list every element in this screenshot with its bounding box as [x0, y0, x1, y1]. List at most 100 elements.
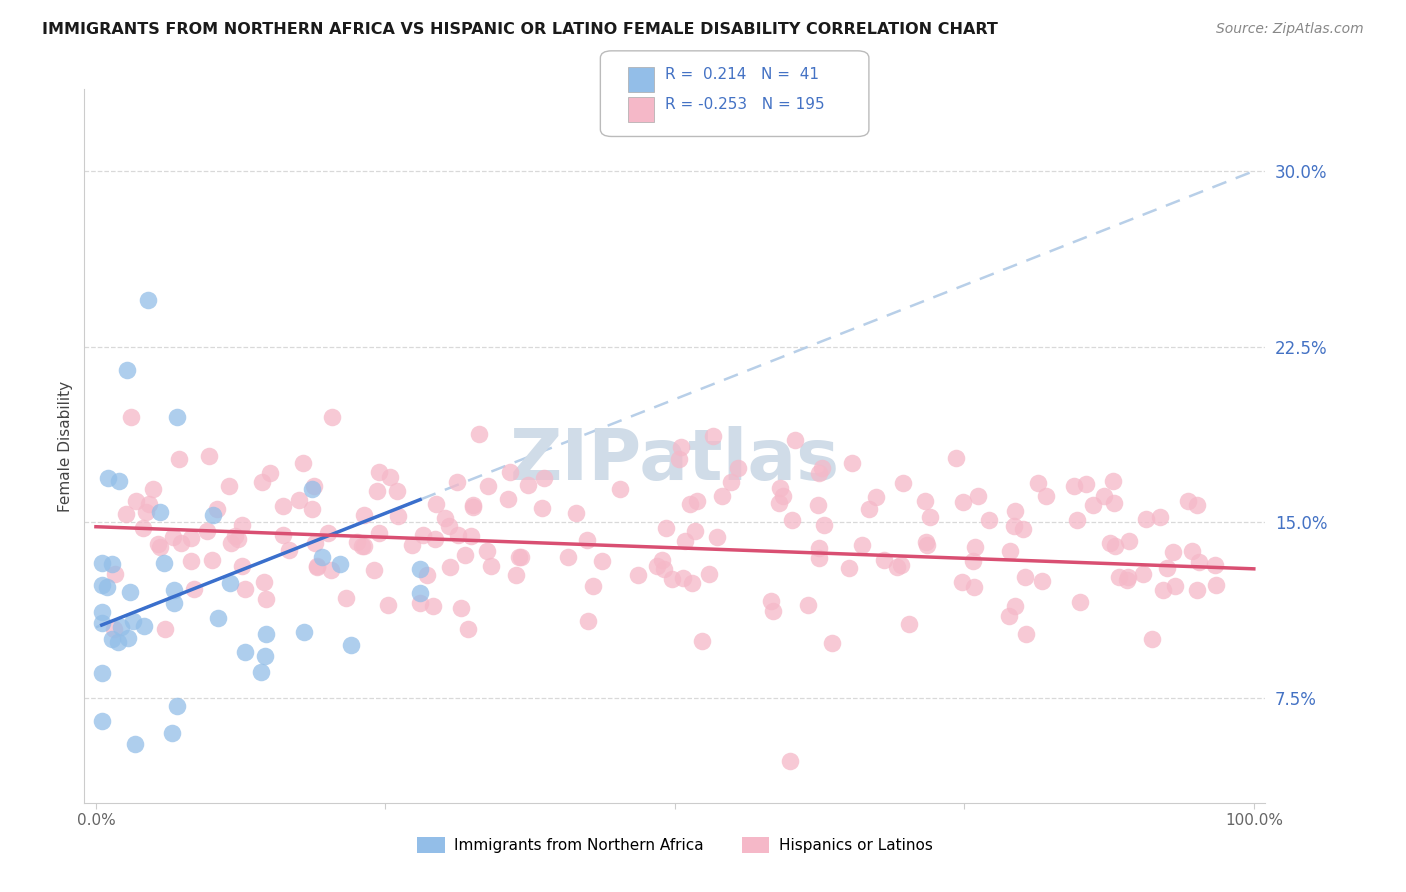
Point — [202, 508, 225, 522]
Point — [250, 665, 273, 680]
Point — [163, 582, 186, 597]
Point — [422, 599, 444, 613]
Point — [914, 494, 936, 508]
Point — [475, 543, 498, 558]
Point — [167, 452, 190, 467]
Point — [253, 648, 276, 663]
Point — [1066, 513, 1088, 527]
Point — [780, 513, 803, 527]
Point — [1004, 599, 1026, 614]
Point — [807, 467, 830, 481]
Point — [409, 586, 432, 600]
Point — [865, 490, 887, 504]
Point — [1063, 478, 1085, 492]
Point — [1092, 489, 1115, 503]
Point — [163, 597, 186, 611]
Point — [305, 559, 328, 574]
Point — [962, 554, 984, 568]
Point — [461, 500, 484, 514]
Point — [1188, 555, 1211, 569]
Point — [1104, 539, 1126, 553]
Point — [468, 426, 491, 441]
Point — [301, 502, 323, 516]
Point — [783, 433, 806, 447]
Point — [1181, 544, 1204, 558]
Point — [231, 517, 253, 532]
Point — [101, 632, 124, 647]
Point — [149, 540, 172, 554]
Point — [207, 611, 229, 625]
Point — [321, 410, 343, 425]
Point — [1014, 569, 1036, 583]
Point — [1156, 561, 1178, 575]
Point — [90, 557, 112, 571]
Point — [434, 511, 457, 525]
Point — [135, 505, 157, 519]
Point — [120, 584, 142, 599]
Point — [195, 524, 218, 539]
Point — [288, 492, 311, 507]
Point — [821, 636, 844, 650]
Point — [457, 622, 479, 636]
Point — [1076, 476, 1098, 491]
Point — [439, 559, 461, 574]
Point — [499, 466, 522, 480]
Point — [1152, 583, 1174, 598]
Point — [891, 476, 914, 491]
Point — [915, 534, 938, 549]
Point — [813, 517, 835, 532]
Point — [254, 627, 277, 641]
Point — [697, 567, 720, 582]
Point — [1149, 509, 1171, 524]
Point — [582, 579, 605, 593]
Point — [557, 549, 579, 564]
Point — [122, 615, 145, 629]
Point — [727, 460, 749, 475]
Text: R = -0.253   N = 195: R = -0.253 N = 195 — [665, 97, 825, 112]
Point — [1135, 512, 1157, 526]
Point — [769, 482, 792, 496]
Point — [807, 541, 830, 555]
Point — [672, 571, 695, 585]
Point — [655, 521, 678, 535]
Point — [668, 452, 690, 467]
Legend: Immigrants from Northern Africa, Hispanics or Latinos: Immigrants from Northern Africa, Hispani… — [412, 831, 939, 859]
Point — [505, 567, 527, 582]
Point — [90, 615, 112, 630]
Point — [446, 527, 468, 541]
Point — [762, 604, 785, 618]
Point — [768, 496, 790, 510]
Point — [446, 475, 468, 489]
Point — [254, 592, 277, 607]
Point — [692, 633, 714, 648]
Point — [368, 465, 391, 479]
Point — [231, 559, 253, 574]
Point — [259, 466, 281, 480]
Point — [90, 605, 112, 619]
Point — [353, 539, 375, 553]
Point — [409, 562, 432, 576]
Point — [90, 714, 112, 728]
Point — [183, 582, 205, 596]
Point — [218, 479, 240, 493]
Point — [350, 539, 373, 553]
Point — [277, 543, 299, 558]
Point — [319, 564, 342, 578]
Point — [292, 456, 315, 470]
Point — [706, 530, 728, 544]
Point — [115, 363, 138, 377]
Point — [250, 475, 273, 489]
Point — [271, 528, 294, 542]
Point — [329, 558, 352, 572]
Point — [110, 620, 132, 634]
Point — [339, 638, 361, 652]
Point — [166, 698, 188, 713]
Point — [201, 552, 224, 566]
Point — [517, 477, 540, 491]
Point — [103, 622, 125, 636]
Point — [477, 479, 499, 493]
Point — [387, 484, 409, 499]
Point — [412, 527, 434, 541]
Point — [1164, 579, 1187, 593]
Point — [104, 567, 127, 582]
